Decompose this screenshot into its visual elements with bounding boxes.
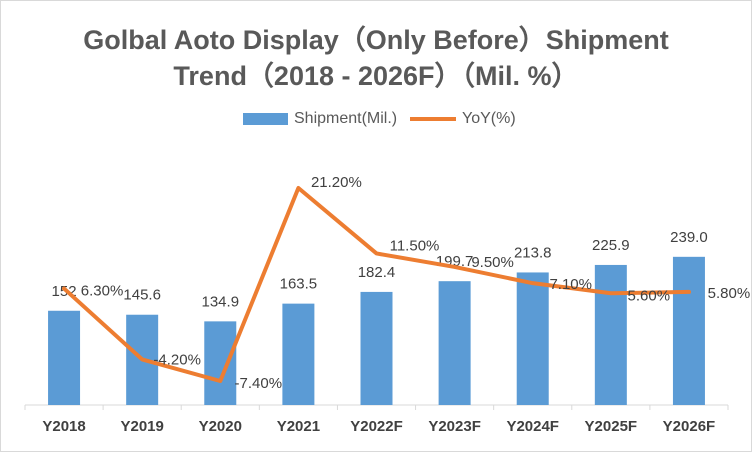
yoy-value-label: -4.20%	[153, 351, 201, 368]
yoy-value-label: 5.60%	[628, 287, 671, 304]
legend-swatch-line	[410, 117, 456, 121]
yoy-value-label: 7.10%	[549, 276, 592, 293]
chart-title-line-1: Golbal Aoto Display（Only Before）Shipment	[83, 25, 669, 55]
yoy-value-label: 21.20%	[311, 174, 362, 191]
bar-y2018	[48, 310, 81, 405]
legend-item-yoy: YoY(%)	[410, 107, 516, 131]
x-tick-label: Y2024F	[506, 418, 559, 435]
bar-y2024f	[516, 272, 549, 405]
x-tick-label: Y2026F	[663, 418, 716, 435]
chart-legend: Shipment(Mil.) YoY(%)	[0, 107, 752, 131]
x-tick-label: Y2020	[199, 418, 242, 435]
yoy-value-label: 5.80%	[708, 285, 751, 302]
bar-value-label: 134.9	[202, 293, 240, 310]
bar-value-label: 145.6	[123, 287, 161, 304]
yoy-value-label: 6.30%	[81, 283, 124, 300]
bar-value-label: 182.4	[358, 264, 396, 281]
legend-item-shipment: Shipment(Mil.)	[243, 107, 397, 131]
bar-y2020	[204, 321, 237, 405]
legend-label-yoy: YoY(%)	[462, 110, 516, 127]
x-tick-label: Y2023F	[428, 418, 481, 435]
bar-y2025f	[594, 264, 627, 405]
legend-label-shipment: Shipment(Mil.)	[294, 110, 398, 127]
x-tick-label: Y2022F	[350, 418, 403, 435]
yoy-value-label: 9.50%	[471, 254, 514, 271]
bar-y2023f	[438, 281, 471, 405]
chart-title-line-2: Trend（2018 - 2026F）（Mil. %）	[173, 61, 579, 91]
bar-y2021	[282, 303, 315, 405]
x-tick-label: Y2025F	[585, 418, 638, 435]
bar-y2026f	[672, 256, 705, 405]
yoy-value-label: 11.50%	[390, 237, 440, 254]
bar-value-label: 163.5	[280, 276, 318, 293]
bar-value-label: 225.9	[592, 237, 630, 254]
x-tick-label: Y2018	[42, 418, 85, 435]
yoy-line	[62, 186, 691, 383]
bar-value-label: 239.0	[670, 229, 708, 246]
x-tick-label: Y2019	[120, 418, 163, 435]
bar-y2022f	[360, 291, 393, 405]
legend-swatch-bar	[243, 113, 288, 125]
bar-value-label: 213.8	[514, 244, 552, 261]
x-tick-label: Y2021	[277, 418, 320, 435]
yoy-value-label: -7.40%	[235, 375, 283, 392]
